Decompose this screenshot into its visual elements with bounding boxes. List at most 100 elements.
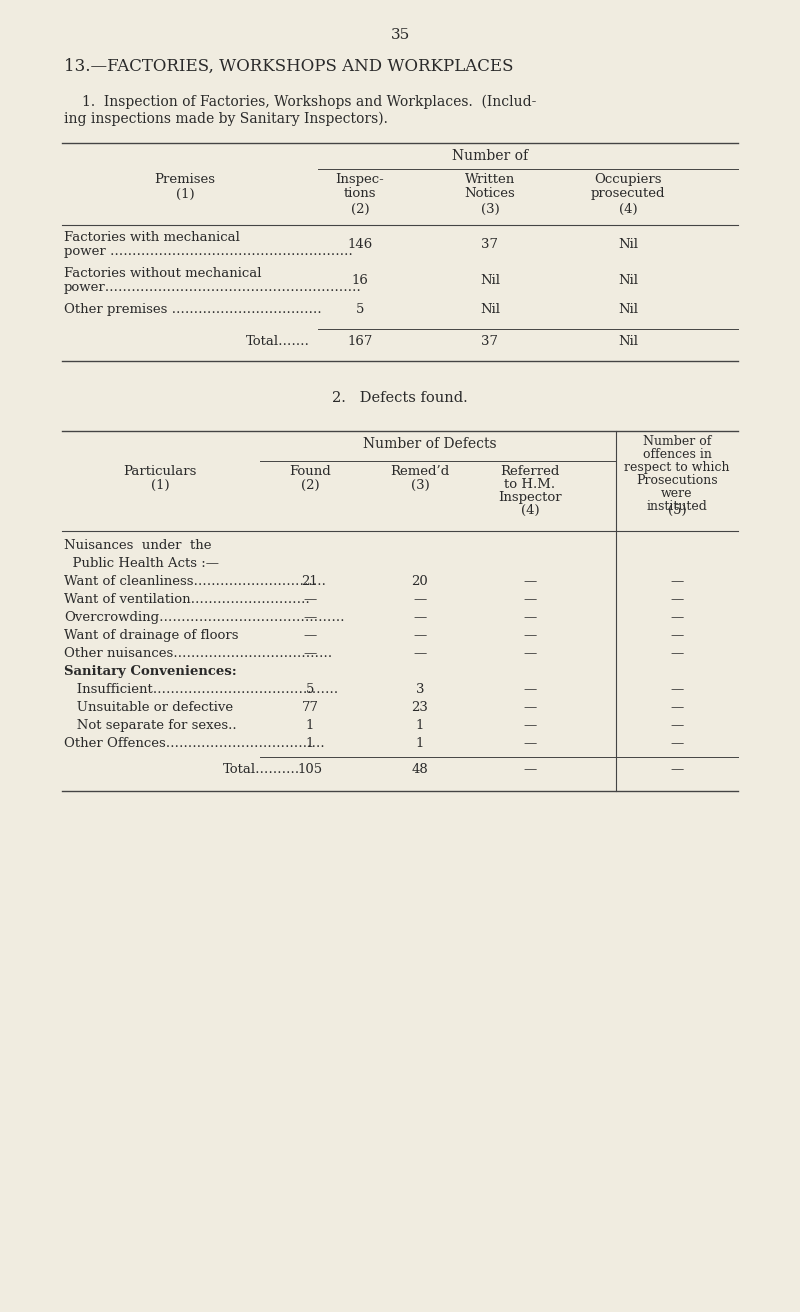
Text: 146: 146 [347, 237, 373, 251]
Text: 37: 37 [482, 335, 498, 348]
Text: 1: 1 [306, 719, 314, 732]
Text: —: — [303, 611, 317, 625]
Text: instituted: instituted [646, 500, 707, 513]
Text: Total……….: Total………. [223, 764, 300, 775]
Text: Not separate for sexes..: Not separate for sexes.. [64, 719, 237, 732]
Text: to H.M.: to H.M. [505, 478, 555, 491]
Text: 37: 37 [482, 237, 498, 251]
Text: (3): (3) [410, 479, 430, 492]
Text: —: — [303, 593, 317, 606]
Text: —: — [414, 611, 426, 625]
Text: Nil: Nil [480, 274, 500, 287]
Text: Notices: Notices [465, 188, 515, 199]
Text: Written: Written [465, 173, 515, 186]
Text: offences in: offences in [642, 447, 711, 461]
Text: (4): (4) [618, 203, 638, 216]
Text: —: — [523, 611, 537, 625]
Text: Want of ventilation………………………: Want of ventilation……………………… [64, 593, 310, 606]
Text: Prosecutions: Prosecutions [636, 474, 718, 487]
Text: tions: tions [344, 188, 376, 199]
Text: were: were [662, 487, 693, 500]
Text: —: — [523, 647, 537, 660]
Text: 1: 1 [306, 737, 314, 750]
Text: respect to which: respect to which [624, 461, 730, 474]
Text: Nuisances  under  the: Nuisances under the [64, 539, 211, 552]
Text: Particulars: Particulars [123, 464, 197, 478]
Text: —: — [670, 593, 684, 606]
Text: —: — [414, 628, 426, 642]
Text: Inspector: Inspector [498, 491, 562, 504]
Text: power ……………………………………………….: power ………………………………………………. [64, 245, 353, 258]
Text: —: — [523, 628, 537, 642]
Text: Overcrowding……………………………………: Overcrowding…………………………………… [64, 611, 345, 625]
Text: Want of drainage of floors: Want of drainage of floors [64, 628, 238, 642]
Text: —: — [303, 647, 317, 660]
Text: Other nuisances………………………………: Other nuisances……………………………… [64, 647, 332, 660]
Text: (1): (1) [176, 188, 194, 201]
Text: 1.  Inspection of Factories, Workshops and Workplaces.  (Includ-: 1. Inspection of Factories, Workshops an… [82, 94, 536, 109]
Text: Other Offences………………………………: Other Offences……………………………… [64, 737, 325, 750]
Text: —: — [670, 684, 684, 695]
Text: Sanitary Conveniences:: Sanitary Conveniences: [64, 665, 237, 678]
Text: 1: 1 [416, 737, 424, 750]
Text: Nil: Nil [480, 303, 500, 316]
Text: 5: 5 [306, 684, 314, 695]
Text: Nil: Nil [618, 335, 638, 348]
Text: 21: 21 [302, 575, 318, 588]
Text: Inspec-: Inspec- [336, 173, 384, 186]
Text: Nil: Nil [618, 303, 638, 316]
Text: —: — [670, 611, 684, 625]
Text: —: — [523, 737, 537, 750]
Text: Nil: Nil [618, 274, 638, 287]
Text: Premises: Premises [154, 173, 215, 186]
Text: (2): (2) [301, 479, 319, 492]
Text: Total…….: Total……. [246, 335, 310, 348]
Text: 20: 20 [412, 575, 428, 588]
Text: Other premises …………………………….: Other premises ……………………………. [64, 303, 322, 316]
Text: Want of cleanliness…………………………: Want of cleanliness………………………… [64, 575, 326, 588]
Text: Remed’d: Remed’d [390, 464, 450, 478]
Text: Insufficient……………………………………: Insufficient…………………………………… [64, 684, 338, 695]
Text: Number of Defects: Number of Defects [363, 437, 497, 451]
Text: —: — [523, 764, 537, 775]
Text: —: — [414, 647, 426, 660]
Text: —: — [670, 701, 684, 714]
Text: —: — [523, 701, 537, 714]
Text: (1): (1) [150, 479, 170, 492]
Text: Unsuitable or defective: Unsuitable or defective [64, 701, 233, 714]
Text: —: — [414, 593, 426, 606]
Text: —: — [670, 628, 684, 642]
Text: 48: 48 [412, 764, 428, 775]
Text: 77: 77 [302, 701, 318, 714]
Text: ing inspections made by Sanitary Inspectors).: ing inspections made by Sanitary Inspect… [64, 112, 388, 126]
Text: Number of: Number of [452, 150, 528, 163]
Text: 2.   Defects found.: 2. Defects found. [332, 391, 468, 405]
Text: Factories with mechanical: Factories with mechanical [64, 231, 240, 244]
Text: power………………………………………………….: power…………………………………………………. [64, 281, 362, 294]
Text: 105: 105 [298, 764, 322, 775]
Text: 5: 5 [356, 303, 364, 316]
Text: —: — [523, 575, 537, 588]
Text: Number of: Number of [643, 436, 711, 447]
Text: —: — [670, 647, 684, 660]
Text: —: — [303, 628, 317, 642]
Text: 3: 3 [416, 684, 424, 695]
Text: Public Health Acts :—: Public Health Acts :— [64, 558, 219, 569]
Text: Occupiers: Occupiers [594, 173, 662, 186]
Text: (2): (2) [350, 203, 370, 216]
Text: —: — [670, 764, 684, 775]
Text: 16: 16 [351, 274, 369, 287]
Text: Nil: Nil [618, 237, 638, 251]
Text: 167: 167 [347, 335, 373, 348]
Text: (3): (3) [481, 203, 499, 216]
Text: 35: 35 [390, 28, 410, 42]
Text: —: — [670, 575, 684, 588]
Text: —: — [670, 719, 684, 732]
Text: —: — [523, 719, 537, 732]
Text: Found: Found [289, 464, 331, 478]
Text: (4): (4) [521, 504, 539, 517]
Text: (5): (5) [668, 504, 686, 517]
Text: 23: 23 [411, 701, 429, 714]
Text: prosecuted: prosecuted [590, 188, 666, 199]
Text: —: — [670, 737, 684, 750]
